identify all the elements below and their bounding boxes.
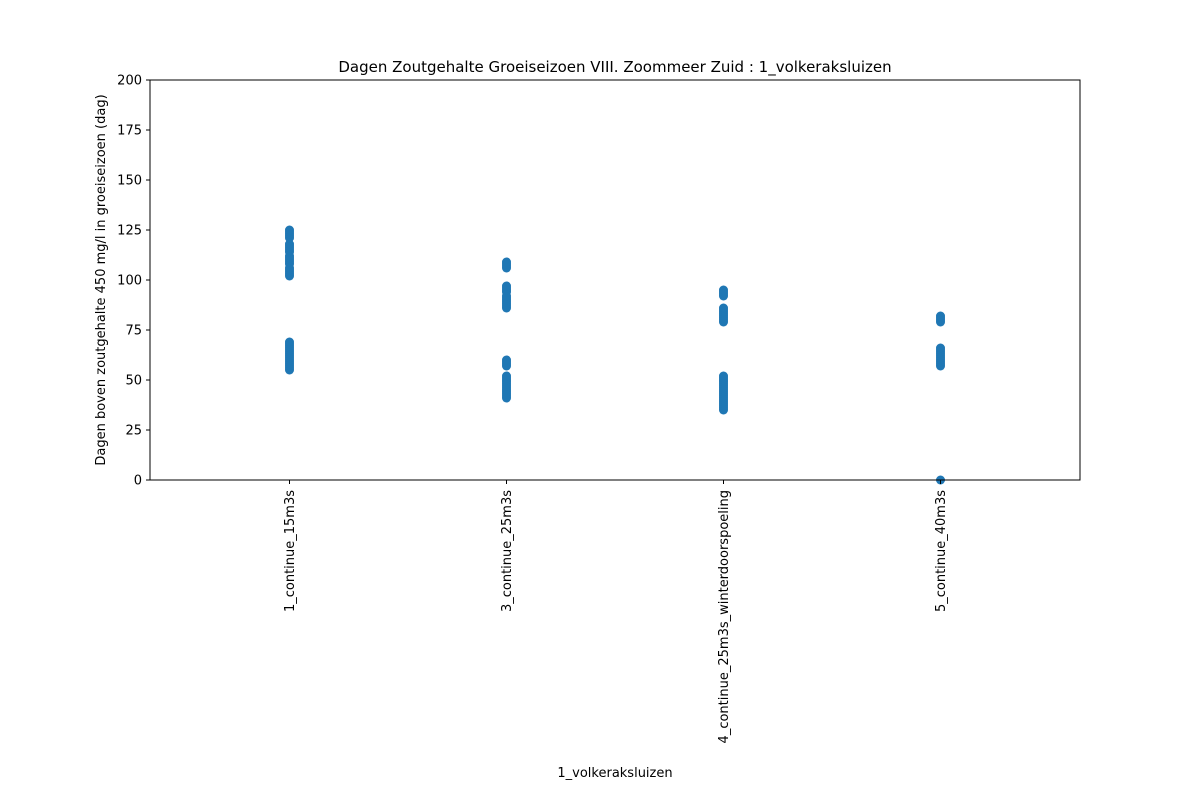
data-point [719,303,728,313]
data-point [285,225,294,235]
y-tick-label: 75 [125,324,142,339]
y-axis: 0 25 50 75 100 125 150 175 200 [117,74,150,489]
data-point [502,355,511,365]
y-tick-label: 175 [117,124,142,139]
x-tick-label: 5_continue_40m3s [934,490,949,612]
data-point [502,257,511,267]
x-tick-label: 1_continue_15m3s [283,490,298,612]
y-tick-label: 150 [117,174,142,189]
chart-title: Dagen Zoutgehalte Groeiseizoen VIII. Zoo… [338,58,891,77]
data-point [719,285,728,295]
y-axis-label: Dagen boven zoutgehalte 450 mg/l in groe… [94,94,109,465]
data-point [936,343,945,353]
data-point [502,371,511,381]
data-points [285,225,945,485]
y-tick-label: 50 [125,374,142,389]
data-point [285,337,294,347]
y-tick-label: 200 [117,74,142,89]
x-tick-label: 3_continue_25m3s [500,490,515,612]
data-point [502,281,511,291]
x-axis: 1_continue_15m3s 3_continue_25m3s 4_contin… [283,480,949,743]
y-tick-label: 25 [125,424,142,439]
y-tick-label: 0 [134,474,142,489]
data-point [936,311,945,321]
data-point [719,371,728,381]
y-tick-label: 100 [117,274,142,289]
x-axis-label: 1_volkeraksluizen [557,766,672,781]
x-tick-label: 4_continue_25m3s_winterdoorspoeling [717,490,732,743]
y-tick-label: 125 [117,224,142,239]
